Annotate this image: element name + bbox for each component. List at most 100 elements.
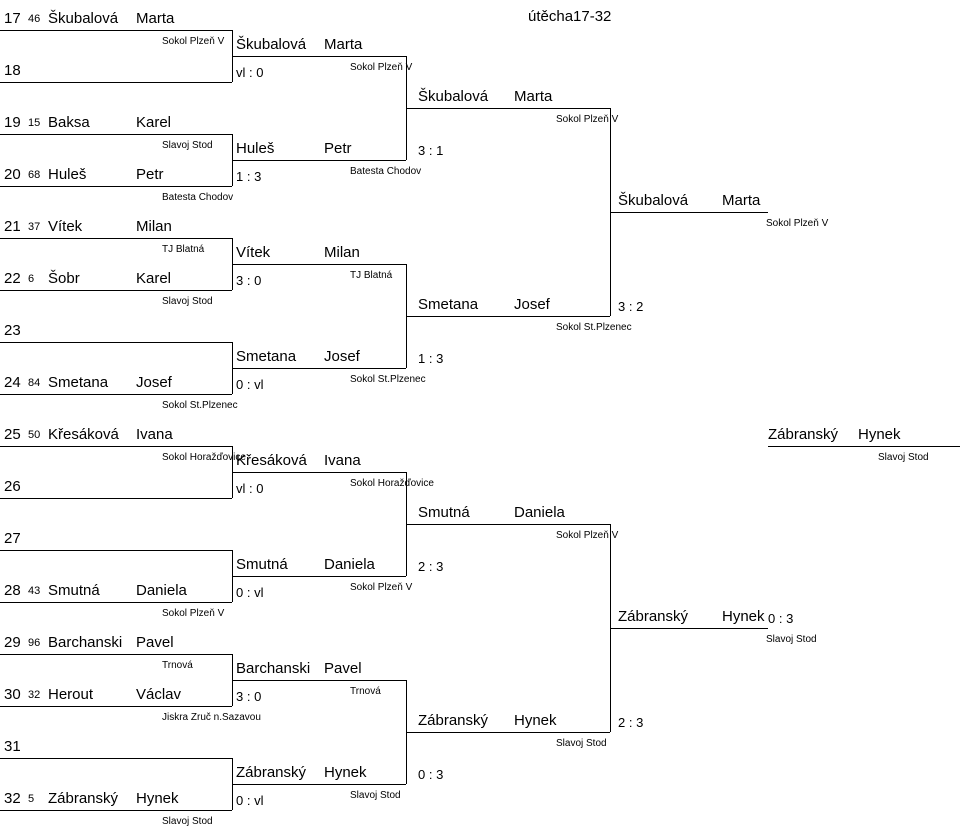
bracket-hline: [232, 576, 406, 577]
bracket-label: 46: [28, 13, 40, 25]
bracket-label: Václav: [136, 686, 181, 703]
bracket-hline: [0, 238, 232, 239]
bracket-label: Křesáková: [236, 452, 307, 469]
bracket-label: Sokol Horažďovice: [162, 452, 246, 463]
bracket-hline: [768, 446, 960, 447]
bracket-label: Milan: [324, 244, 360, 261]
bracket-hline: [406, 732, 610, 733]
bracket-label: 25: [4, 426, 21, 443]
bracket-label: Huleš: [236, 140, 274, 157]
bracket-hline: [0, 602, 232, 603]
bracket-hline: [232, 160, 406, 161]
bracket-label: 26: [4, 478, 21, 495]
bracket-hline: [406, 108, 610, 109]
bracket-label: Sokol Plzeň V: [350, 582, 412, 593]
bracket-label: 43: [28, 585, 40, 597]
bracket-label: Šobr: [48, 270, 80, 287]
bracket-label: Barchanski: [236, 660, 310, 677]
bracket-label: 15: [28, 117, 40, 129]
bracket-hline: [0, 498, 232, 499]
bracket-hline: [0, 30, 232, 31]
bracket-label: 28: [4, 582, 21, 599]
bracket-label: Baksa: [48, 114, 90, 131]
bracket-label: 21: [4, 218, 21, 235]
bracket-label: Daniela: [514, 504, 565, 521]
bracket-label: Škubalová: [236, 36, 306, 53]
bracket-label: 37: [28, 221, 40, 233]
bracket-label: Sokol St.Plzenec: [350, 374, 426, 385]
bracket-label: Slavoj Stod: [162, 816, 213, 827]
bracket-hline: [0, 82, 232, 83]
bracket-hline: [406, 524, 610, 525]
bracket-label: 31: [4, 738, 21, 755]
bracket-label: Batesta Chodov: [350, 166, 421, 177]
bracket-label: Ivana: [136, 426, 173, 443]
bracket-label: Karel: [136, 114, 171, 131]
bracket-label: Herout: [48, 686, 93, 703]
bracket-label: TJ Blatná: [162, 244, 204, 255]
bracket-label: 2 : 3: [618, 715, 643, 730]
bracket-label: Smetana: [418, 296, 478, 313]
bracket-label: Křesáková: [48, 426, 119, 443]
bracket-label: 17: [4, 10, 21, 27]
bracket-label: 2 : 3: [418, 559, 443, 574]
bracket-label: Vítek: [236, 244, 270, 261]
bracket-label: Josef: [514, 296, 550, 313]
bracket-label: Sokol Plzeň V: [556, 530, 618, 541]
bracket-label: 32: [4, 790, 21, 807]
bracket-label: Zábranský: [768, 426, 838, 443]
bracket-hline: [232, 264, 406, 265]
bracket-hline: [610, 628, 768, 629]
bracket-hline: [0, 758, 232, 759]
bracket-label: Smetana: [48, 374, 108, 391]
bracket-label: Slavoj Stod: [162, 140, 213, 151]
bracket-label: Hynek: [514, 712, 557, 729]
bracket-label: Škubalová: [418, 88, 488, 105]
bracket-label: Škubalová: [618, 192, 688, 209]
bracket-label: Smetana: [236, 348, 296, 365]
bracket-label: Sokol Horažďovice: [350, 478, 434, 489]
bracket-label: Sokol Plzeň V: [556, 114, 618, 125]
bracket-label: Škubalová: [48, 10, 118, 27]
bracket-label: 84: [28, 377, 40, 389]
bracket-label: Hynek: [858, 426, 901, 443]
bracket-label: 96: [28, 637, 40, 649]
bracket-label: 0 : 3: [418, 767, 443, 782]
bracket-label: Ivana: [324, 452, 361, 469]
bracket-label: Zábranský: [418, 712, 488, 729]
bracket-label: Slavoj Stod: [162, 296, 213, 307]
bracket-label: Sokol Plzeň V: [350, 62, 412, 73]
bracket-hline: [0, 810, 232, 811]
bracket-label: Huleš: [48, 166, 86, 183]
bracket-label: Marta: [722, 192, 760, 209]
bracket-label: Marta: [324, 36, 362, 53]
bracket-label: 0 : vl: [236, 793, 263, 808]
bracket-label: 1 : 3: [418, 351, 443, 366]
bracket-label: 22: [4, 270, 21, 287]
bracket-hline: [232, 680, 406, 681]
bracket-label: 32: [28, 689, 40, 701]
bracket-label: Karel: [136, 270, 171, 287]
bracket-label: 6: [28, 273, 34, 285]
bracket-hline: [0, 290, 232, 291]
bracket-label: TJ Blatná: [350, 270, 392, 281]
bracket-label: Slavoj Stod: [878, 452, 929, 463]
bracket-label: Sokol St.Plzenec: [556, 322, 632, 333]
bracket-label: 19: [4, 114, 21, 131]
bracket-hline: [0, 186, 232, 187]
bracket-label: Smutná: [236, 556, 288, 573]
bracket-label: Slavoj Stod: [556, 738, 607, 749]
bracket-label: 0 : vl: [236, 585, 263, 600]
bracket-label: Pavel: [324, 660, 362, 677]
bracket-label: 3 : 0: [236, 273, 261, 288]
bracket-label: Hynek: [136, 790, 179, 807]
bracket-label: Trnová: [350, 686, 381, 697]
bracket-label: Sokol Plzeň V: [162, 608, 224, 619]
bracket-label: vl : 0: [236, 65, 263, 80]
bracket-hline: [232, 368, 406, 369]
bracket-hline: [0, 550, 232, 551]
bracket-label: Sokol St.Plzenec: [162, 400, 238, 411]
bracket-label: 18: [4, 62, 21, 79]
bracket-label: Zábranský: [236, 764, 306, 781]
bracket-hline: [610, 212, 768, 213]
